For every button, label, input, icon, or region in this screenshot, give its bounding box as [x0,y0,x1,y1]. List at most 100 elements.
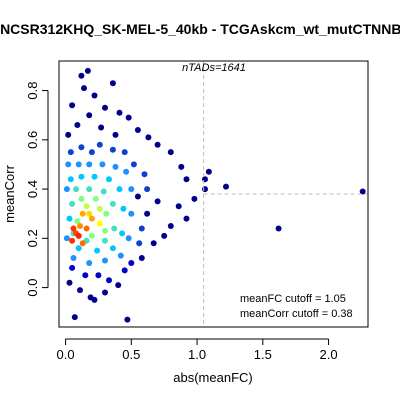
data-point [78,144,85,151]
data-point [102,104,108,111]
data-point [154,141,161,148]
data-point [124,316,131,323]
data-point [86,186,93,193]
data-point [86,260,93,266]
data-point [275,225,282,232]
data-point [73,186,80,193]
x-tick-label: 0.0 [57,347,75,362]
data-point [121,267,128,274]
points-layer [63,67,366,323]
data-point [112,131,119,138]
data-point [202,186,208,193]
meanfc-cutoff-label: meanFC cutoff = 1.05 [240,293,346,305]
x-tick-label: 0.5 [122,347,140,362]
data-point [175,203,182,210]
data-point [150,240,157,247]
data-point [75,232,82,239]
data-point [223,183,229,190]
data-point [92,195,99,202]
data-point [83,203,90,210]
y-tick-label: 0.2 [25,229,40,247]
y-tick-label: 0.4 [25,180,40,198]
data-point [78,173,85,180]
data-point [77,223,83,229]
plot-frame [58,60,369,328]
x-axis-label: abs(meanFC) [173,370,252,385]
data-point [66,215,73,222]
data-point [109,245,116,252]
data-point [111,225,118,232]
meancorr-cutoff-label: meanCorr cutoff = 0.38 [240,308,353,320]
data-point [100,188,107,195]
y-axis-label: meanCorr [2,164,17,222]
data-point [81,85,87,92]
y-axis: 0.0 0.2 0.4 0.6 0.8 [25,82,49,297]
data-point [79,210,86,217]
data-point [125,114,132,121]
data-point [112,163,119,170]
data-point [95,272,102,279]
data-point [65,131,72,138]
data-point [88,215,95,222]
y-tick-label: 0.6 [25,131,40,149]
data-point [178,163,185,170]
data-point [202,176,208,183]
data-point [109,200,116,207]
y-tick-label: 0.8 [25,82,40,100]
data-point [154,198,161,205]
data-point [75,161,82,168]
data-point [75,245,82,252]
data-point [167,149,174,156]
data-point [120,205,127,212]
data-point [128,260,135,266]
data-point [98,124,105,131]
data-point [119,230,126,237]
data-point [78,72,85,79]
data-point [106,176,112,183]
data-point [99,161,106,168]
data-point [65,161,72,168]
data-point [83,225,90,232]
data-point [70,225,77,232]
data-point [125,235,132,242]
data-point [117,252,124,259]
data-point [69,264,76,271]
data-point [63,235,70,242]
data-point [205,168,212,175]
data-point [138,225,145,232]
data-point [102,289,108,296]
data-point [134,127,141,133]
data-point [106,277,112,284]
data-point [96,220,103,227]
data-point [144,186,151,193]
data-point [183,215,190,222]
data-point [96,141,103,148]
x-axis: 0.0 0.5 1.0 1.5 2.0 [57,338,338,362]
y-tick-label: 0.0 [25,279,40,297]
data-point [109,146,116,153]
data-point [115,282,122,289]
chart-title: ENCSR312KHQ_SK-MEL-5_40kb - TCGAskcm_wt_… [0,21,400,37]
data-point [67,176,74,183]
data-point [96,205,103,212]
data-point [128,186,135,193]
data-point [74,218,81,225]
data-point [144,210,151,217]
data-point [102,237,108,244]
data-point [69,237,76,244]
data-point [102,227,108,234]
data-point [87,294,94,301]
data-point [82,272,89,279]
data-point [128,210,135,217]
data-point [79,240,86,247]
data-point [121,149,128,156]
data-point [161,232,168,239]
data-point [88,232,95,239]
data-point [116,186,123,193]
data-point [109,80,116,87]
data-point [67,149,74,156]
data-point [102,257,108,264]
data-point [91,173,98,180]
data-point [66,279,73,286]
